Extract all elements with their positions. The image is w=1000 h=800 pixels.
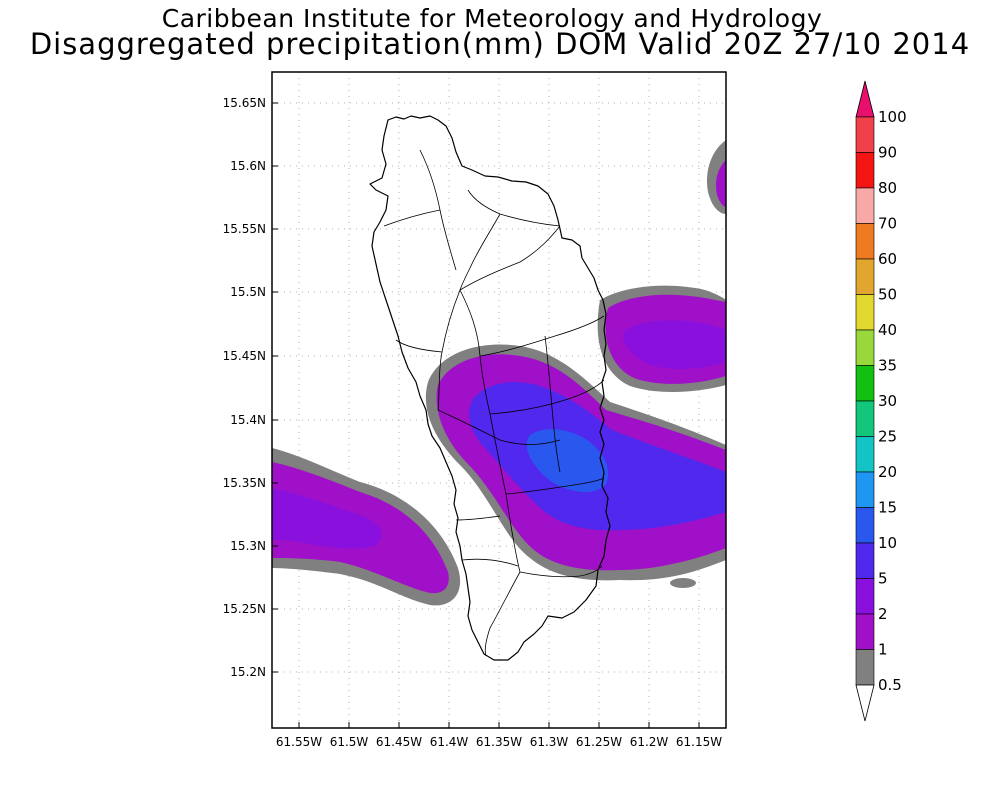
colorbar-level-label: 2 bbox=[878, 605, 888, 623]
chart-title-institute: Caribbean Institute for Meteorology and … bbox=[161, 4, 823, 33]
lat-tick-label: 15.3N bbox=[230, 539, 266, 553]
lat-tick-label: 15.5N bbox=[230, 285, 266, 299]
colorbar-level-label: 15 bbox=[878, 499, 897, 517]
latitude-axis: 15.65N 15.6N 15.55N 15.5N 15.45N 15.4N 15.35N 1… bbox=[223, 96, 278, 679]
lon-tick-label: 61.15W bbox=[676, 735, 722, 749]
colorbar-level-label: 30 bbox=[878, 392, 897, 410]
colorbar-level-label: 20 bbox=[878, 463, 897, 481]
lat-tick-label: 15.2N bbox=[230, 665, 266, 679]
chart-title-product: Disaggregated precipitation(mm) DOM Vali… bbox=[29, 27, 971, 61]
colorbar-level-label: 1 bbox=[878, 641, 888, 659]
colorbar-level-label: 10 bbox=[878, 534, 897, 552]
colorbar-swatch bbox=[855, 329, 875, 366]
colorbar-level-label: 100 bbox=[878, 108, 907, 126]
colorbar-level-label: 40 bbox=[878, 321, 897, 339]
colorbar-min-arrow bbox=[855, 684, 875, 722]
colorbar-swatch bbox=[855, 613, 875, 650]
colorbar-swatch bbox=[855, 400, 875, 437]
precip-cell-small-0.5mm bbox=[670, 578, 696, 588]
lat-tick-label: 15.4N bbox=[230, 413, 266, 427]
precip-cell-sw-2mm bbox=[272, 488, 382, 549]
lon-tick-label: 61.5W bbox=[330, 735, 369, 749]
colorbar-level-label: 60 bbox=[878, 250, 897, 268]
lon-tick-label: 61.3W bbox=[530, 735, 569, 749]
colorbar-swatch bbox=[855, 116, 875, 153]
lat-tick-label: 15.45N bbox=[223, 349, 266, 363]
colorbar-swatch bbox=[855, 223, 875, 260]
lon-tick-label: 61.45W bbox=[376, 735, 422, 749]
colorbar-swatch bbox=[855, 649, 875, 686]
colorbar-level-label: 90 bbox=[878, 144, 897, 162]
lat-tick-label: 15.25N bbox=[223, 602, 266, 616]
colorbar-level-label: 0.5 bbox=[878, 676, 902, 694]
island-river-lines bbox=[383, 149, 605, 657]
colorbar-level-label: 5 bbox=[878, 570, 888, 588]
colorbar-level-label: 70 bbox=[878, 215, 897, 233]
lon-tick-label: 61.2W bbox=[630, 735, 669, 749]
colorbar-swatch bbox=[855, 507, 875, 544]
lon-tick-label: 61.25W bbox=[576, 735, 622, 749]
colorbar-swatch bbox=[855, 436, 875, 473]
precip-band-center-10mm bbox=[526, 429, 609, 493]
colorbar-swatch bbox=[855, 152, 875, 189]
island-coastline bbox=[369, 115, 611, 661]
colorbar-level-label: 50 bbox=[878, 286, 897, 304]
colorbar-swatch bbox=[855, 542, 875, 579]
precipitation-fields bbox=[272, 140, 726, 606]
colorbar-max-arrow bbox=[855, 80, 875, 118]
lat-tick-label: 15.55N bbox=[223, 222, 266, 236]
lat-tick-label: 15.35N bbox=[223, 476, 266, 490]
colorbar-level-label: 35 bbox=[878, 357, 897, 375]
lat-tick-label: 15.65N bbox=[223, 96, 266, 110]
colorbar-swatch bbox=[855, 258, 875, 295]
precip-cell-edge-1mm bbox=[716, 160, 726, 207]
precipitation-colorbar: 100 90 80 70 60 50 40 35 30 25 20 15 10 5 2 1 0.5 bbox=[855, 80, 907, 722]
colorbar-level-label: 80 bbox=[878, 179, 897, 197]
dominica-island bbox=[369, 115, 611, 661]
colorbar-swatch bbox=[855, 294, 875, 331]
colorbar-swatch bbox=[855, 365, 875, 402]
lon-tick-label: 61.35W bbox=[476, 735, 522, 749]
longitude-axis: 61.55W 61.5W 61.45W 61.4W 61.35W 61.3W 61.25W 6… bbox=[276, 722, 722, 749]
colorbar-level-label: 25 bbox=[878, 428, 897, 446]
lon-tick-label: 61.55W bbox=[276, 735, 322, 749]
precip-cell-ne-2mm bbox=[622, 320, 726, 370]
lon-tick-label: 61.4W bbox=[430, 735, 469, 749]
colorbar-swatch bbox=[855, 187, 875, 224]
colorbar-swatch bbox=[855, 471, 875, 508]
colorbar-swatch bbox=[855, 578, 875, 615]
lat-tick-label: 15.6N bbox=[230, 159, 266, 173]
